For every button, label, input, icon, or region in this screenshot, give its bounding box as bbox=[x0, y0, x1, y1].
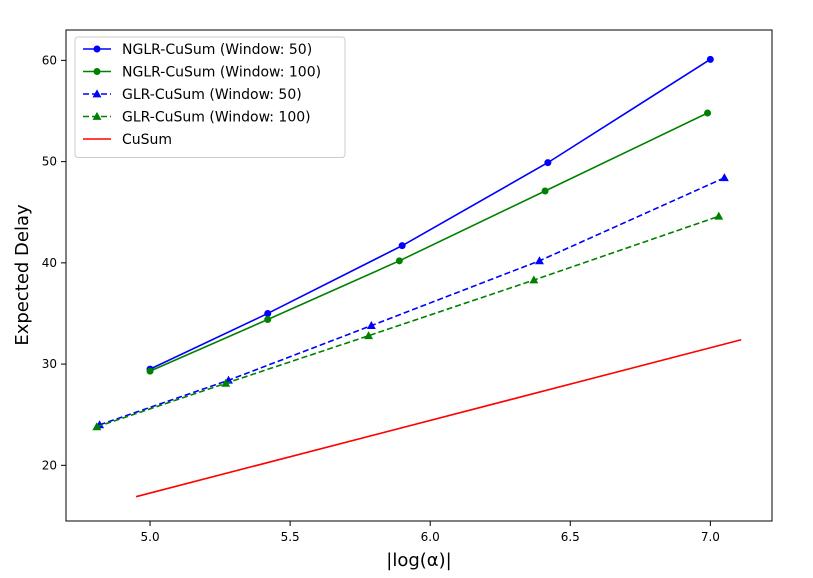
legend-label: CuSum bbox=[122, 132, 172, 148]
legend-item: GLR-CuSum (Window: 100) bbox=[83, 110, 311, 126]
y-tick-label: 40 bbox=[42, 256, 57, 270]
data-point bbox=[544, 159, 552, 167]
data-point bbox=[541, 187, 549, 195]
data-point bbox=[364, 331, 374, 340]
legend-item: CuSum bbox=[83, 132, 172, 148]
legend-label: GLR-CuSum (Window: 50) bbox=[122, 87, 302, 103]
data-point bbox=[706, 55, 714, 63]
x-tick-label: 6.0 bbox=[421, 530, 440, 544]
y-tick-label: 30 bbox=[42, 357, 57, 371]
x-axis-ticks: 5.0 5.5 6.0 6.5 7.0 bbox=[141, 521, 720, 544]
series-line bbox=[135, 339, 742, 498]
x-axis-label: |log(α)| bbox=[386, 550, 451, 571]
y-axis-label: Expected Delay bbox=[12, 204, 33, 346]
legend-marker bbox=[92, 89, 102, 98]
data-point bbox=[92, 422, 102, 431]
legend-item: GLR-CuSum (Window: 50) bbox=[83, 87, 302, 103]
x-tick-label: 6.5 bbox=[561, 530, 580, 544]
data-point bbox=[264, 316, 272, 324]
legend-marker bbox=[93, 45, 101, 53]
series-3 bbox=[92, 211, 724, 431]
y-tick-label: 50 bbox=[42, 155, 57, 169]
series-line bbox=[96, 215, 720, 428]
legend-label: NGLR-CuSum (Window: 50) bbox=[122, 42, 312, 58]
data-point bbox=[714, 211, 724, 220]
y-tick-label: 20 bbox=[42, 458, 57, 472]
data-point bbox=[719, 173, 729, 182]
x-tick-label: 7.0 bbox=[701, 530, 720, 544]
data-point bbox=[366, 320, 376, 329]
legend-box bbox=[74, 36, 346, 158]
legend-label: NGLR-CuSum (Window: 100) bbox=[122, 65, 321, 81]
data-point bbox=[264, 309, 272, 317]
data-point bbox=[395, 257, 403, 265]
legend-item: NGLR-CuSum (Window: 100) bbox=[83, 65, 321, 81]
data-point bbox=[535, 256, 544, 265]
y-tick-label: 60 bbox=[42, 53, 57, 67]
data-point bbox=[529, 275, 539, 284]
y-axis-ticks: 20 30 40 50 60 bbox=[42, 53, 66, 472]
series-layer bbox=[92, 55, 742, 498]
legend: NGLR-CuSum (Window: 50) NGLR-CuSum (Windo… bbox=[74, 36, 346, 158]
data-point bbox=[704, 109, 712, 117]
plot-frame bbox=[65, 29, 773, 522]
legend-label: GLR-CuSum (Window: 100) bbox=[122, 110, 311, 126]
data-point bbox=[146, 367, 154, 375]
data-point bbox=[398, 242, 406, 250]
data-point bbox=[221, 378, 231, 387]
legend-marker bbox=[92, 111, 102, 120]
legend-marker bbox=[93, 68, 101, 75]
legend-item: NGLR-CuSum (Window: 50) bbox=[83, 42, 312, 58]
series-4 bbox=[135, 339, 742, 498]
series-1 bbox=[146, 109, 712, 375]
x-tick-label: 5.5 bbox=[281, 530, 300, 544]
x-tick-label: 5.0 bbox=[141, 530, 160, 544]
